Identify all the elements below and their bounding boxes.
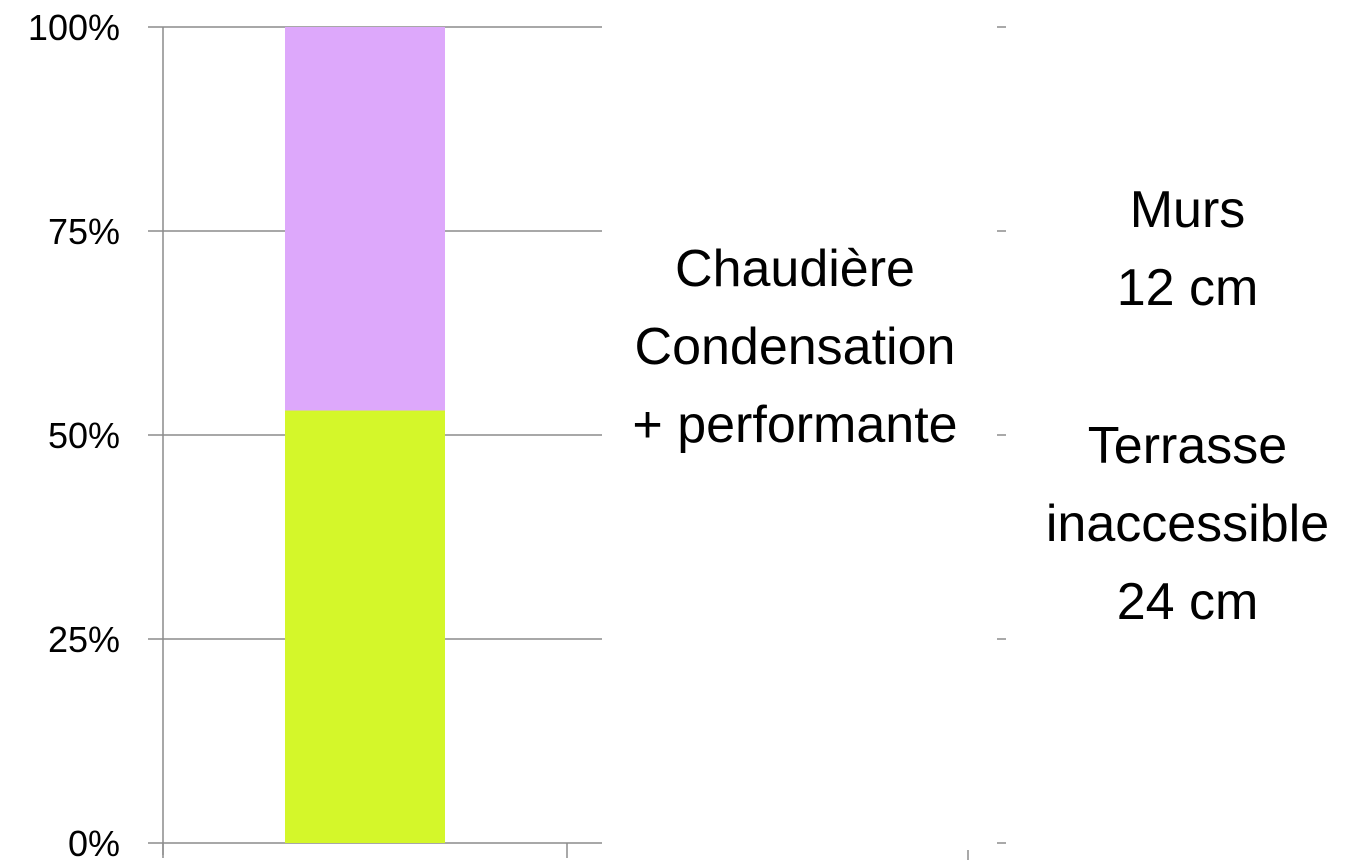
annotation-roof-line5: 24 cm bbox=[1116, 573, 1259, 631]
annotation-spacer bbox=[1005, 327, 1370, 407]
annotation-boiler-line3: + performante bbox=[632, 396, 958, 454]
annotation-walls-line2: 12 cm bbox=[1116, 259, 1259, 317]
annotation-boiler-line2: Condensation bbox=[634, 318, 956, 376]
bar-segment-2 bbox=[285, 27, 445, 411]
y-tick-label-75: 75% bbox=[48, 211, 120, 252]
annotation-walls-roof: Murs 12 cm Terrasse inaccessible 24 cm bbox=[1005, 171, 1370, 641]
annotation-roof-line3: Terrasse bbox=[1087, 417, 1288, 475]
axes bbox=[162, 27, 969, 860]
bar-segment-1 bbox=[285, 410, 445, 843]
y-tick-label-50: 50% bbox=[48, 415, 120, 456]
bar-segments bbox=[285, 27, 445, 843]
y-tick-label-25: 25% bbox=[48, 619, 120, 660]
annotation-boiler-line1: Chaudière bbox=[675, 240, 915, 298]
annotation-boiler: Chaudière Condensation + performante bbox=[585, 230, 1005, 464]
y-tick-label-0: 0% bbox=[68, 823, 120, 862]
annotation-walls-line1: Murs bbox=[1129, 181, 1246, 239]
annotation-roof-line4: inaccessible bbox=[1045, 495, 1330, 553]
y-tick-label-100: 100% bbox=[28, 7, 120, 48]
y-tick-labels: 0% 25% 50% 75% 100% bbox=[28, 7, 120, 862]
